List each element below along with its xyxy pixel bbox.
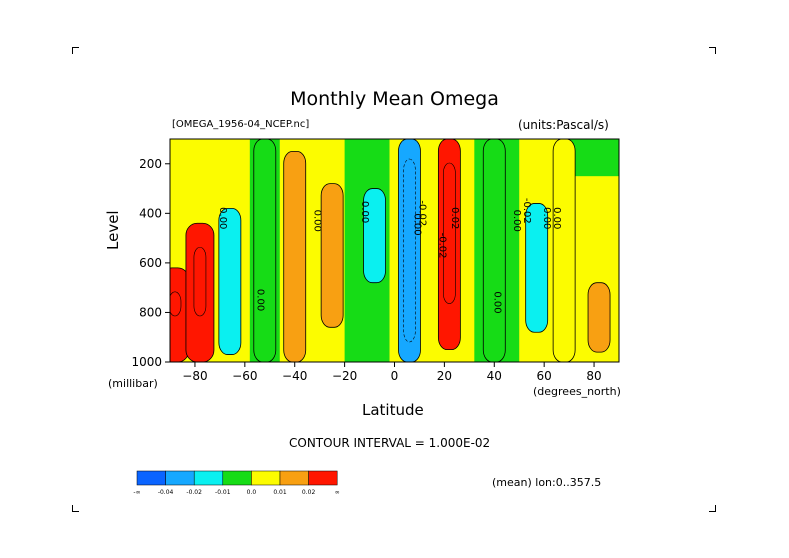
contour-cell [283, 150, 307, 362]
colorbar-label: -∞ [133, 489, 140, 496]
colorbar-segment [251, 470, 281, 486]
contour-interval-label: CONTOUR INTERVAL = 1.000E-02 [289, 436, 491, 450]
contour-label: 0.00 [411, 213, 422, 235]
contour-feature-3 [253, 139, 277, 362]
colorbar-segment [136, 470, 166, 486]
contour-inner [193, 246, 207, 317]
contour-cell [320, 183, 344, 328]
contour-label: 0.00 [511, 210, 522, 232]
contour-label: 0.00 [254, 289, 265, 311]
contour-label: 0.00 [312, 210, 323, 232]
colorbar-segment [222, 470, 252, 486]
contour-inner [443, 162, 456, 304]
chart-title: Monthly Mean Omega [290, 88, 499, 110]
contour-cell [253, 139, 277, 362]
units-label: (units:Pascal/s) [518, 118, 609, 132]
colorbar-label: -0.02 [186, 489, 202, 496]
contour-feature-10 [525, 203, 549, 333]
contour-feature-4 [283, 150, 307, 362]
colorbar: -∞ -0.04 -0.02 -0.01 0.0 0.01 0.02 ∞ [133, 470, 340, 496]
contour-cell [525, 203, 549, 333]
y-tick-label: 1000 [131, 355, 162, 369]
contour-feature-8 [437, 139, 461, 351]
heatmap-plot [170, 139, 619, 362]
contour-cell [552, 139, 576, 362]
colorbar-label: -0.01 [215, 489, 231, 496]
contour-label: 0.00 [359, 201, 370, 223]
colorbar-segment [165, 470, 195, 486]
contour-cell [218, 207, 242, 355]
contour-label: 0.00 [541, 207, 552, 229]
x-tick-label: 40 [487, 369, 502, 383]
x-axis: −80 −60 −40 −20 0 20 40 60 80 [182, 362, 602, 383]
contour-feature-2 [218, 207, 242, 355]
contour-feature-0 [170, 267, 190, 362]
x-axis-title: Latitude [362, 401, 424, 419]
contour-label: 0.00 [551, 207, 562, 229]
contour-cell [363, 188, 386, 284]
contour-label: -0.02 [416, 200, 427, 226]
y-tick-label: 600 [139, 256, 162, 270]
colorbar-label: 0.0 [247, 489, 257, 496]
dataset-label: [OMEGA_1956-04_NCEP.nc] [172, 119, 310, 130]
x-tick-label: −20 [332, 369, 357, 383]
colorbar-label: -0.04 [158, 489, 174, 496]
contour-feature-11 [552, 139, 576, 362]
contour-label: 0.00 [491, 291, 502, 313]
contour-feature-12 [587, 282, 611, 353]
contour-label: 0.00 [217, 207, 228, 229]
y-unit-label: (millibar) [108, 377, 158, 390]
x-tick-label: 60 [537, 369, 552, 383]
crop-mark-bottom-left [72, 505, 79, 512]
contour-cell [482, 139, 506, 362]
x-tick-label: −80 [182, 369, 207, 383]
colorbar-segment [279, 470, 309, 486]
crop-mark-bottom-right [709, 505, 716, 512]
crop-mark-top-left [72, 47, 79, 54]
y-axis-title: Level [104, 210, 122, 250]
y-axis: 200 400 600 800 1000 [131, 157, 170, 369]
contour-label: -0.02 [521, 198, 532, 224]
crop-mark-top-right [709, 47, 716, 54]
y-tick-label: 800 [139, 305, 162, 319]
x-unit-label: (degrees_north) [533, 385, 621, 398]
contour-labels: 0.00 0.00 0.000.000.00-0.02-0.020.020.000.… [217, 198, 562, 314]
contour-cell [587, 282, 611, 353]
colorbar-label: 0.02 [302, 489, 316, 496]
contour-feature-1 [185, 222, 215, 362]
contour-feature-6 [363, 188, 386, 284]
mean-note: (mean) lon:0..357.5 [492, 476, 602, 489]
colorbar-segment [193, 470, 224, 486]
y-tick-label: 400 [139, 206, 162, 220]
colorbar-label: 0.01 [273, 489, 287, 496]
colorbar-segment [308, 470, 338, 486]
contour-label: -0.02 [436, 233, 447, 259]
x-tick-label: 0 [391, 369, 399, 383]
contour-inner [170, 291, 182, 317]
x-tick-label: 20 [437, 369, 452, 383]
y-tick-label: 200 [139, 157, 162, 171]
x-tick-label: 80 [586, 369, 601, 383]
colorbar-label: ∞ [335, 489, 340, 496]
contour-feature-7 [398, 139, 421, 362]
x-tick-label: −40 [282, 369, 307, 383]
contour-label: 0.02 [449, 207, 460, 229]
contour-feature-5 [320, 183, 344, 328]
contour-inner [403, 158, 416, 343]
contour-feature-9 [482, 139, 506, 362]
x-tick-label: −60 [232, 369, 257, 383]
